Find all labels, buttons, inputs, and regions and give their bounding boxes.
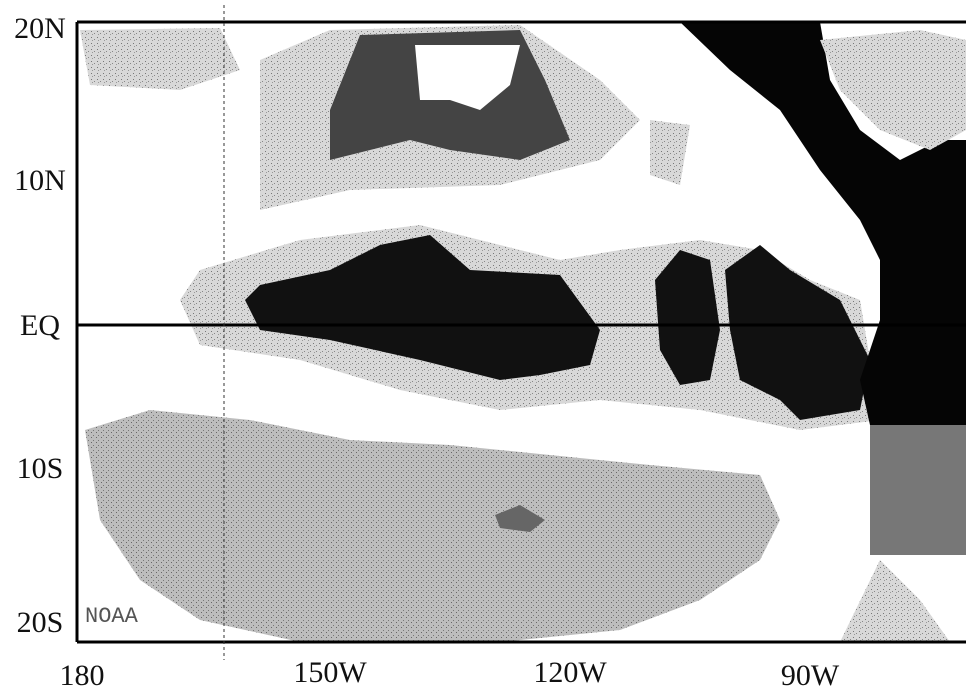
longitude-label: 180 bbox=[60, 659, 105, 692]
longitude-label: 90W bbox=[781, 659, 840, 692]
latitude-label: EQ bbox=[20, 309, 60, 342]
longitude-label: 120W bbox=[533, 656, 607, 689]
longitude-label: 150W bbox=[293, 656, 367, 689]
latitude-label: 20S bbox=[17, 606, 64, 639]
map-field bbox=[77, 22, 966, 642]
latitude-label: 10N bbox=[14, 164, 66, 197]
latitude-label: 10S bbox=[17, 452, 64, 485]
credit: NOAA bbox=[85, 604, 139, 629]
latitude-label: 20N bbox=[14, 12, 66, 45]
